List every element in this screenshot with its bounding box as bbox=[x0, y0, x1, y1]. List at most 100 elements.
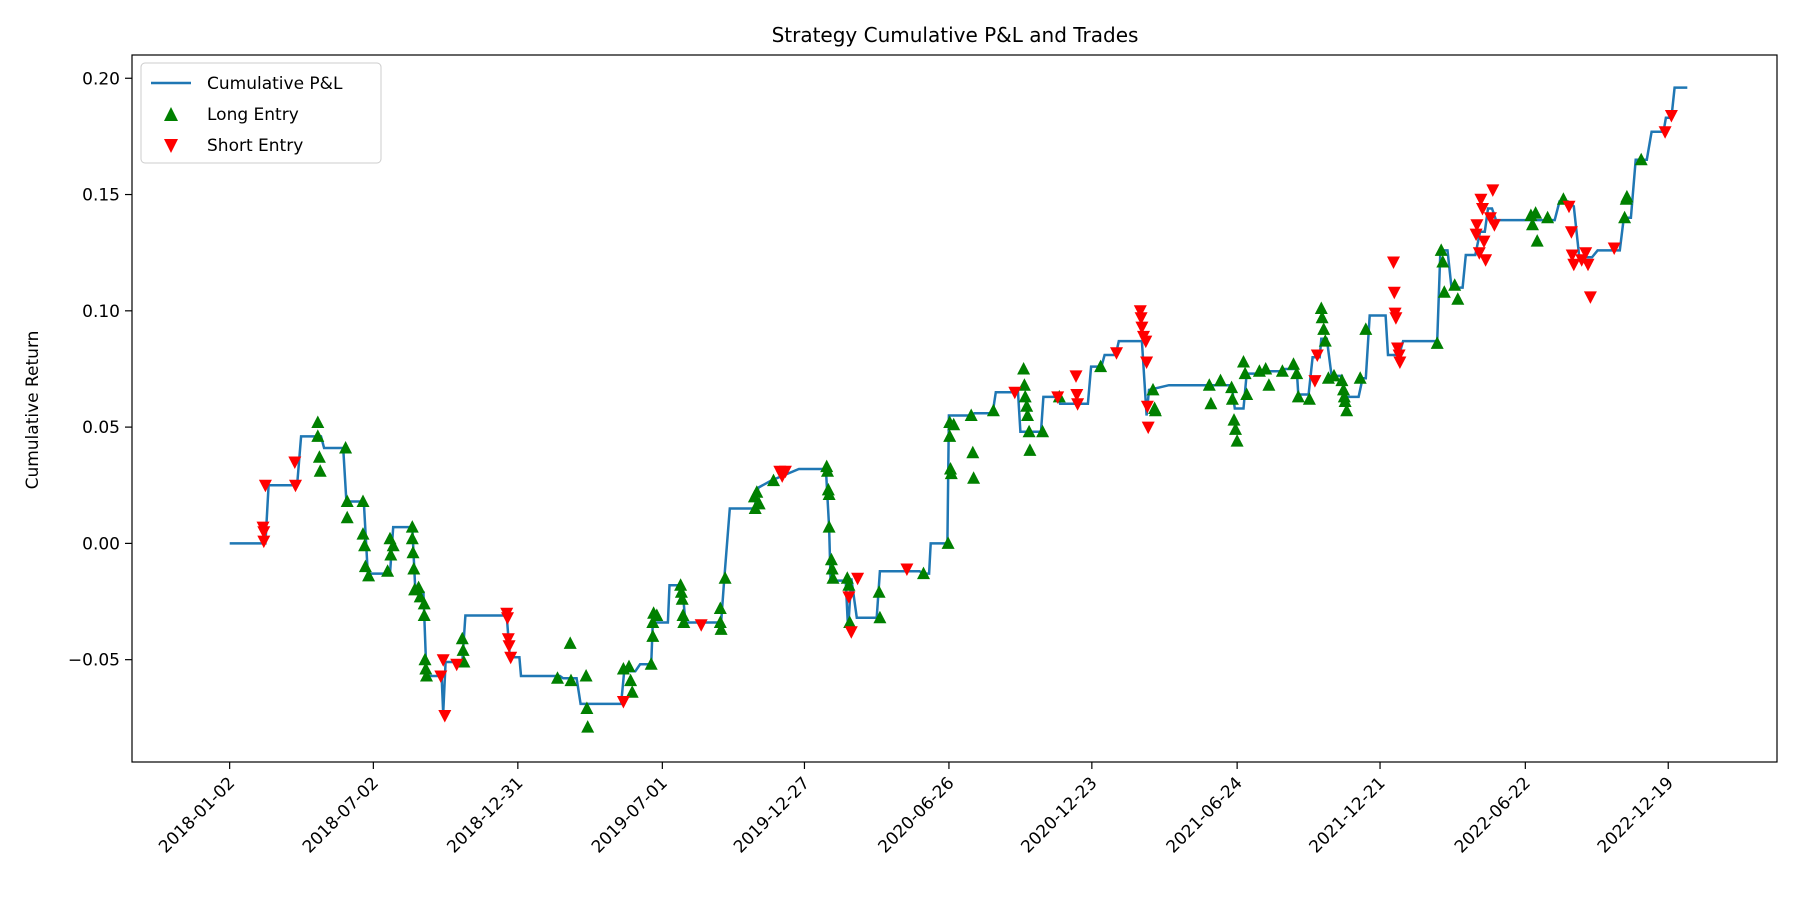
long-entry-marker bbox=[1018, 389, 1032, 403]
long-entry-marker bbox=[917, 566, 930, 580]
long-entry-marker bbox=[752, 496, 766, 510]
series-layer bbox=[229, 86, 1688, 733]
short-entry-marker bbox=[1664, 110, 1678, 123]
long-entry-marker bbox=[1262, 378, 1276, 391]
long-entry-marker bbox=[825, 562, 839, 575]
long-entry-marker bbox=[1302, 392, 1316, 405]
long-entry-marker bbox=[947, 417, 961, 431]
long-entry-marker bbox=[340, 510, 354, 524]
long-entry-marker bbox=[1315, 310, 1329, 324]
long-entry-marker bbox=[418, 652, 432, 666]
short-entry-marker bbox=[694, 619, 708, 632]
long-entry-marker bbox=[873, 610, 887, 624]
long-entry-marker bbox=[358, 538, 372, 552]
long-entry-marker bbox=[1290, 366, 1304, 380]
long-entry-marker bbox=[713, 601, 727, 614]
short-entry-marker bbox=[1069, 370, 1083, 383]
short-entry-marker bbox=[1070, 389, 1084, 402]
short-entry-marker bbox=[1392, 349, 1406, 362]
long-entry-marker bbox=[580, 701, 594, 714]
long-entry-marker bbox=[644, 657, 658, 670]
long-entry-marker bbox=[943, 429, 957, 442]
long-entry-marker bbox=[1436, 255, 1450, 268]
short-entry-markers bbox=[256, 110, 1678, 723]
long-entry-marker bbox=[1338, 394, 1352, 407]
short-entry-marker bbox=[502, 640, 516, 653]
long-entry-marker bbox=[456, 643, 470, 656]
short-entry-marker bbox=[1140, 400, 1154, 414]
y-tick-label: 0.00 bbox=[82, 534, 120, 554]
long-entry-marker bbox=[676, 608, 690, 621]
long-entry-marker bbox=[419, 662, 433, 675]
long-entry-marker bbox=[457, 655, 471, 668]
legend-box bbox=[140, 62, 382, 164]
legend-entry-long: Long Entry bbox=[164, 105, 299, 125]
long-entry-marker bbox=[386, 538, 400, 552]
long-entry-marker bbox=[966, 445, 980, 459]
y-tick-label: 0.05 bbox=[82, 418, 120, 438]
short-entry-marker bbox=[1389, 312, 1403, 325]
long-entry-marker bbox=[1287, 357, 1300, 370]
long-entry-marker bbox=[406, 545, 420, 559]
short-entry-marker bbox=[1470, 219, 1484, 232]
short-entry-marker bbox=[1486, 184, 1500, 197]
long-entry-marker bbox=[356, 527, 370, 540]
long-entry-marker bbox=[750, 485, 764, 498]
long-entry-marker bbox=[339, 441, 353, 454]
long-entry-marker bbox=[564, 673, 578, 687]
legend-triangle-down-swatch bbox=[164, 139, 178, 153]
long-entry-marker bbox=[840, 571, 854, 584]
short-entry-marker bbox=[616, 696, 630, 709]
long-entry-marker bbox=[1146, 382, 1160, 396]
long-entry-marker bbox=[842, 578, 856, 591]
short-entry-marker bbox=[1469, 228, 1483, 242]
y-tick-label: 0.20 bbox=[82, 69, 120, 89]
legend-label-short-entry: Short Entry bbox=[207, 136, 303, 156]
long-entry-marker bbox=[718, 571, 732, 584]
short-entry-marker bbox=[1393, 356, 1407, 369]
long-entry-marker bbox=[1227, 413, 1241, 426]
long-entry-marker bbox=[674, 585, 688, 598]
long-entry-marker bbox=[312, 450, 326, 463]
long-entry-marker bbox=[579, 669, 593, 682]
long-entry-marker bbox=[1451, 292, 1465, 305]
long-entry-marker bbox=[1327, 368, 1341, 382]
long-entry-marker bbox=[986, 403, 1000, 417]
short-entry-marker bbox=[436, 654, 450, 667]
long-entry-marker bbox=[1275, 364, 1289, 377]
long-entry-marker bbox=[412, 580, 426, 594]
long-entry-marker bbox=[313, 464, 327, 477]
long-entry-marker bbox=[384, 548, 398, 561]
short-entry-marker bbox=[778, 465, 792, 479]
long-entry-marker bbox=[1437, 285, 1451, 298]
long-entry-marker bbox=[1430, 336, 1444, 349]
long-entry-marker bbox=[713, 615, 727, 628]
short-entry-marker bbox=[258, 479, 272, 493]
short-entry-marker bbox=[1581, 258, 1595, 272]
long-entry-marker bbox=[821, 464, 834, 477]
long-entry-marker bbox=[1541, 210, 1555, 224]
long-entry-marker bbox=[824, 552, 838, 566]
short-entry-marker bbox=[1562, 200, 1576, 214]
short-entry-marker bbox=[1391, 342, 1404, 355]
short-entry-marker bbox=[1139, 335, 1153, 349]
long-entry-marker bbox=[551, 671, 564, 684]
long-entry-marker bbox=[624, 673, 638, 687]
long-entry-marker bbox=[1237, 355, 1250, 368]
long-entry-marker bbox=[826, 571, 840, 584]
y-tick-label: −0.05 bbox=[68, 651, 120, 671]
legend-entry-short: Short Entry bbox=[164, 136, 303, 156]
long-entry-marker bbox=[941, 536, 955, 549]
short-entry-marker bbox=[501, 633, 515, 646]
short-entry-marker bbox=[1387, 286, 1401, 300]
legend-label-long-entry: Long Entry bbox=[207, 105, 299, 125]
short-entry-marker bbox=[1483, 212, 1497, 225]
long-entry-marker bbox=[1359, 322, 1373, 335]
long-entry-marker bbox=[650, 608, 664, 621]
short-entry-marker bbox=[1134, 312, 1148, 325]
long-entry-marker bbox=[1259, 362, 1273, 375]
short-entry-marker bbox=[1567, 258, 1581, 272]
long-entry-marker bbox=[1314, 301, 1328, 314]
long-entry-marker bbox=[822, 520, 836, 533]
